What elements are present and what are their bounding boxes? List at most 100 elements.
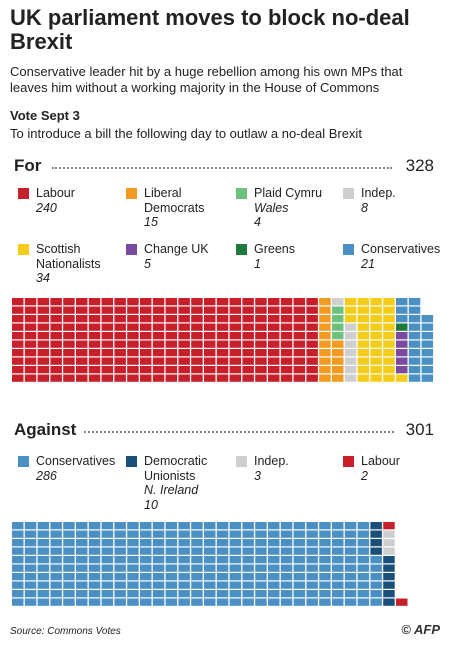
waffle-cell xyxy=(204,547,216,555)
waffle-cell xyxy=(114,547,126,555)
waffle-cell xyxy=(383,366,395,374)
waffle-cell xyxy=(50,374,62,382)
waffle-cell xyxy=(383,598,395,606)
waffle-cell xyxy=(293,598,306,606)
waffle-cell xyxy=(165,374,178,382)
waffle-cell xyxy=(216,340,229,348)
waffle-cell xyxy=(370,556,382,564)
divider xyxy=(84,431,394,433)
waffle-cell xyxy=(165,340,178,348)
waffle-cell xyxy=(268,556,280,564)
legend-body: Liberal Democrats 15 xyxy=(144,186,226,230)
legend-body: Greens 1 xyxy=(254,242,336,271)
waffle-cell xyxy=(255,315,267,323)
waffle-cell xyxy=(370,598,382,606)
waffle-cell xyxy=(88,581,101,589)
waffle-cell xyxy=(152,573,165,581)
waffle-cell xyxy=(383,539,395,547)
waffle-cell xyxy=(101,298,114,306)
waffle-cell xyxy=(293,366,306,374)
waffle-cell xyxy=(152,374,165,382)
waffle-cell xyxy=(383,323,395,331)
waffle-cell xyxy=(178,530,190,538)
waffle-cell xyxy=(191,374,203,382)
waffle-cell xyxy=(396,298,408,306)
waffle-cell xyxy=(88,547,101,555)
waffle-cell xyxy=(332,581,344,589)
waffle-cell xyxy=(37,332,50,340)
waffle-cell xyxy=(24,349,37,357)
waffle-cell xyxy=(24,547,37,555)
waffle-cell xyxy=(12,357,24,365)
waffle-cell xyxy=(306,573,318,581)
waffle-cell xyxy=(24,522,37,530)
legend-body: Scottish Nationalists 34 xyxy=(36,242,118,286)
legend-item: Labour 2 xyxy=(343,454,443,483)
legend-item: Conservatives 21 xyxy=(343,242,443,271)
waffle-cell xyxy=(344,315,357,323)
waffle-cell xyxy=(178,547,190,555)
waffle-cell xyxy=(280,547,293,555)
waffle-cell xyxy=(50,573,62,581)
waffle-cell xyxy=(357,357,370,365)
waffle-cell xyxy=(178,564,190,572)
legend-value: 34 xyxy=(36,271,50,285)
waffle-cell xyxy=(24,315,37,323)
waffle-cell xyxy=(280,564,293,572)
waffle-cell xyxy=(101,539,114,547)
waffle-cell xyxy=(421,323,434,331)
waffle-cell xyxy=(204,539,216,547)
waffle-cell xyxy=(37,366,50,374)
waffle-cell xyxy=(101,366,114,374)
waffle-cell xyxy=(50,522,62,530)
legend-item: Greens 1 xyxy=(236,242,336,271)
waffle-cell xyxy=(216,366,229,374)
waffle-cell xyxy=(268,564,280,572)
waffle-cell xyxy=(12,573,24,581)
waffle-cell xyxy=(152,306,165,314)
waffle-cell xyxy=(88,323,101,331)
waffle-cell xyxy=(165,306,178,314)
waffle-cell xyxy=(178,539,190,547)
waffle-cell xyxy=(50,357,62,365)
waffle-cell xyxy=(396,357,408,365)
waffle-cell xyxy=(408,374,421,382)
waffle-cell xyxy=(268,366,280,374)
waffle-cell xyxy=(37,556,50,564)
waffle-cell xyxy=(37,357,50,365)
waffle-cell xyxy=(127,332,139,340)
waffle-cell xyxy=(127,530,139,538)
waffle-cell xyxy=(319,357,331,365)
waffle-cell xyxy=(63,556,75,564)
waffle-cell xyxy=(396,332,408,340)
legend-name: Labour xyxy=(36,186,75,200)
waffle-cell xyxy=(319,581,331,589)
legend-swatch xyxy=(126,456,137,467)
waffle-cell xyxy=(268,590,280,598)
waffle-cell xyxy=(88,374,101,382)
waffle-cell xyxy=(332,547,344,555)
waffle-cell xyxy=(50,332,62,340)
waffle-cell xyxy=(280,374,293,382)
waffle-cell xyxy=(114,522,126,530)
waffle-cell xyxy=(12,366,24,374)
waffle-cell xyxy=(293,315,306,323)
waffle-cell xyxy=(24,298,37,306)
waffle-cell xyxy=(12,298,24,306)
waffle-cell xyxy=(114,556,126,564)
waffle-cell xyxy=(370,547,382,555)
waffle-cell xyxy=(370,306,382,314)
waffle-cell xyxy=(101,564,114,572)
waffle-cell xyxy=(255,323,267,331)
legend-value: 15 xyxy=(144,215,158,229)
waffle-cell xyxy=(191,573,203,581)
waffle-cell xyxy=(408,349,421,357)
waffle-cell xyxy=(37,374,50,382)
waffle-cell xyxy=(24,564,37,572)
waffle-cell xyxy=(152,522,165,530)
waffle-cell xyxy=(357,530,370,538)
waffle-cell xyxy=(140,374,152,382)
waffle-cell xyxy=(140,547,152,555)
waffle-cell xyxy=(229,298,242,306)
waffle-cell xyxy=(101,374,114,382)
